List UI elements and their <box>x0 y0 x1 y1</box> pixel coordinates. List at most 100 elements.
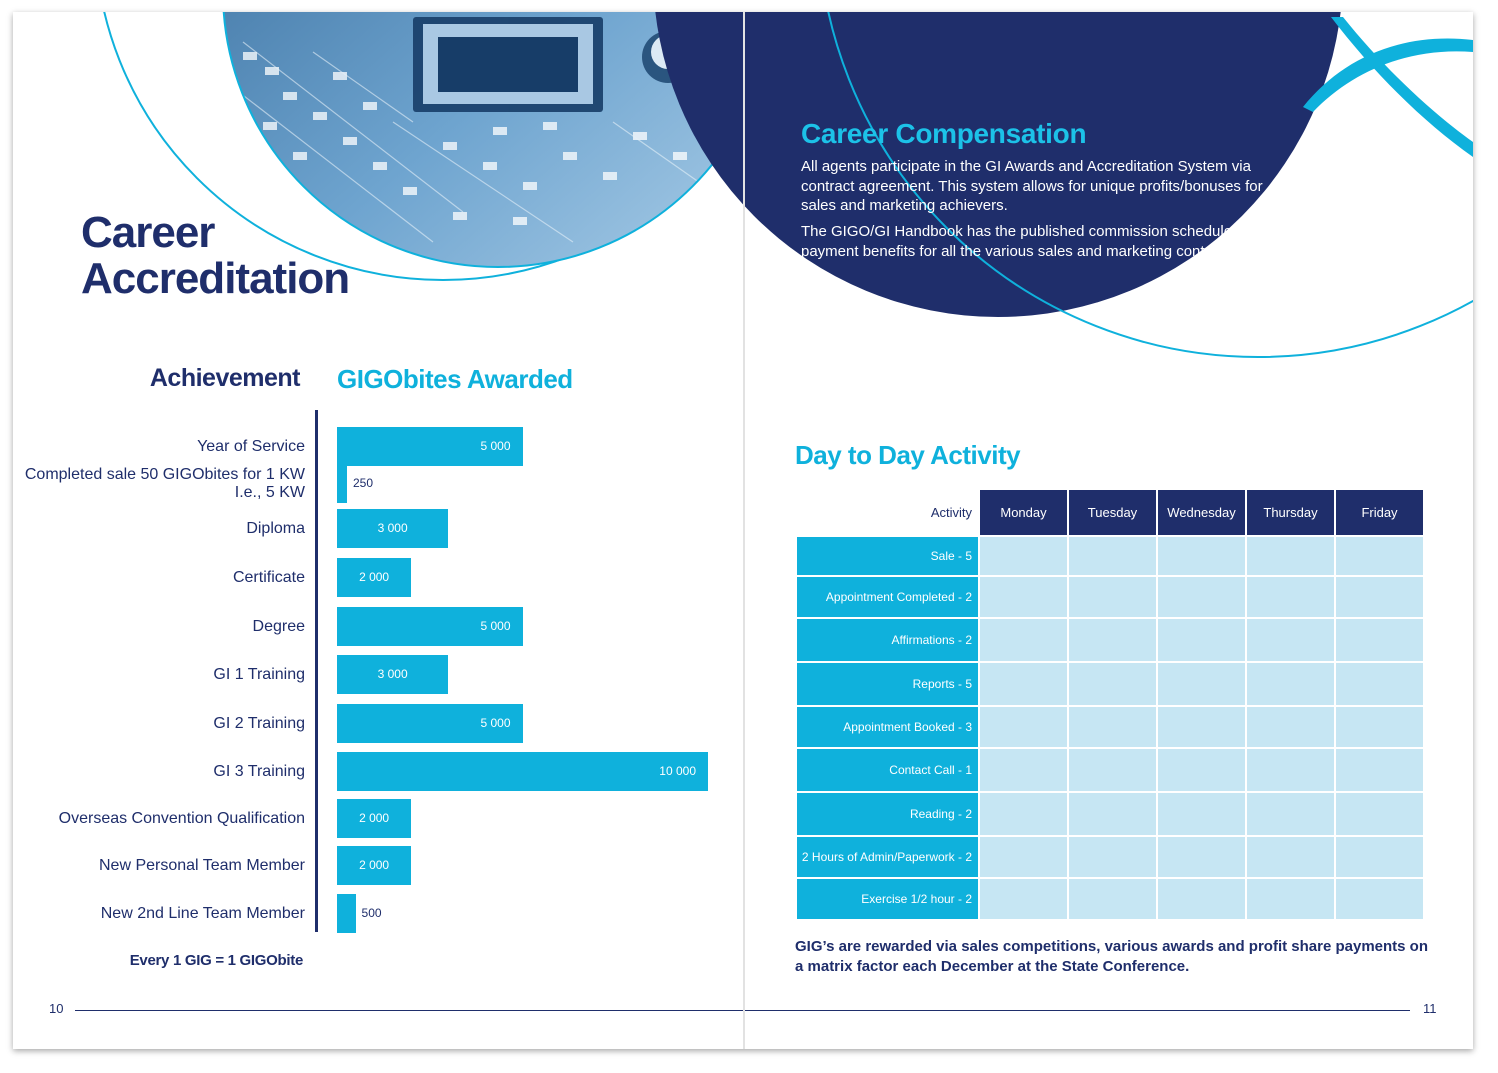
activity-column-header: Activity <box>795 488 980 537</box>
activity-entry-cell[interactable] <box>1334 791 1425 837</box>
activity-entry-cell[interactable] <box>978 617 1069 663</box>
compensation-title: Career Compensation <box>801 118 1087 149</box>
achievement-label-line: New 2nd Line Team Member <box>100 904 305 922</box>
chart-bar <box>337 427 523 466</box>
decorative-background <box>103 12 1473 358</box>
day-header-monday: Monday <box>978 488 1069 537</box>
activity-entry-cell[interactable] <box>1334 617 1425 663</box>
activity-row-label: Appointment Booked - 3 <box>795 705 980 749</box>
awarded-heading: GIGObites Awarded <box>337 364 573 394</box>
activity-entry-cell[interactable] <box>978 877 1069 921</box>
activity-row-label: Affirmations - 2 <box>795 617 980 663</box>
achievement-label-line: Diploma <box>246 519 305 537</box>
activity-entry-cell[interactable] <box>1156 575 1247 619</box>
activity-row: Appointment Booked - 3 <box>795 705 1425 749</box>
activity-entry-cell[interactable] <box>1067 575 1158 619</box>
activity-entry-cell[interactable] <box>978 791 1069 837</box>
left-arc-line <box>103 12 783 281</box>
activity-entry-cell[interactable] <box>1334 705 1425 749</box>
chart-bar <box>337 464 347 503</box>
activity-entry-cell[interactable] <box>978 575 1069 619</box>
activity-row-label: Sale - 5 <box>795 535 980 577</box>
activity-entry-cell[interactable] <box>1245 661 1336 707</box>
gig-conversion-note: Every 1 GIG = 1 GIGObite <box>129 952 304 969</box>
chart-bar <box>337 752 708 791</box>
day-header-friday: Friday <box>1334 488 1425 537</box>
bar-value-label: 5 000 <box>480 716 511 730</box>
achievement-heading: Achievement <box>149 364 301 392</box>
page-number-left: 10 <box>49 1001 64 1016</box>
brochure-spread: Career Accreditation Achievement GIGObit… <box>13 12 1473 1049</box>
swoosh-logo-icon <box>1303 17 1473 157</box>
activity-entry-cell[interactable] <box>1245 617 1336 663</box>
achievement-label: GI 1 Training <box>213 666 305 684</box>
activity-entry-cell[interactable] <box>1156 617 1247 663</box>
activity-entry-cell[interactable] <box>1156 661 1247 707</box>
chart-bar <box>337 799 412 838</box>
activity-entry-cell[interactable] <box>1245 575 1336 619</box>
activity-entry-cell[interactable] <box>1067 661 1158 707</box>
right-arc-line <box>827 12 1473 358</box>
footer-rule-right <box>745 1010 1410 1011</box>
bar-value-label: 10 000 <box>659 764 696 778</box>
bar-value-label: 250 <box>353 476 374 490</box>
activity-entry-cell[interactable] <box>1334 535 1425 577</box>
activity-row-label: Exercise 1/2 hour - 2 <box>795 877 980 921</box>
page-title: Career Accreditation <box>81 208 350 303</box>
achievement-label-line: Completed sale 50 GIGObites for 1 KW <box>24 465 305 483</box>
title-line-1: Career <box>81 208 215 257</box>
activity-row-label: Reading - 2 <box>795 791 980 837</box>
activity-entry-cell[interactable] <box>1334 661 1425 707</box>
achievement-label: GI 3 Training <box>213 763 305 781</box>
activity-entry-cell[interactable] <box>978 661 1069 707</box>
activity-entry-cell[interactable] <box>1156 535 1247 577</box>
activity-table-body: Sale - 5 Appointment Completed - 2 Affirma… <box>795 535 1425 921</box>
activity-entry-cell[interactable] <box>978 835 1069 879</box>
activity-entry-cell[interactable] <box>1334 575 1425 619</box>
activity-entry-cell[interactable] <box>1156 791 1247 837</box>
activity-entry-cell[interactable] <box>1334 835 1425 879</box>
bar-value-label: 3 000 <box>377 667 408 681</box>
achievement-label: New Personal Team Member <box>99 857 305 875</box>
activity-entry-cell[interactable] <box>1245 705 1336 749</box>
activity-entry-cell[interactable] <box>1334 877 1425 921</box>
achievement-label: Year of Service <box>197 438 305 456</box>
activity-entry-cell[interactable] <box>1156 705 1247 749</box>
activity-entry-cell[interactable] <box>1245 747 1336 793</box>
activity-entry-cell[interactable] <box>1067 705 1158 749</box>
activity-entry-cell[interactable] <box>978 535 1069 577</box>
activity-entry-cell[interactable] <box>978 747 1069 793</box>
activity-entry-cell[interactable] <box>1067 747 1158 793</box>
activity-entry-cell[interactable] <box>1067 791 1158 837</box>
activity-entry-cell[interactable] <box>1156 747 1247 793</box>
bar-value-label: 3 000 <box>377 521 408 535</box>
activity-entry-cell[interactable] <box>1245 877 1336 921</box>
achievement-label: Diploma <box>246 520 305 538</box>
activity-entry-cell[interactable] <box>1156 835 1247 879</box>
activity-entry-cell[interactable] <box>1245 835 1336 879</box>
activity-row: Sale - 5 <box>795 535 1425 577</box>
activity-entry-cell[interactable] <box>1067 617 1158 663</box>
activity-row: Contact Call - 1 <box>795 747 1425 793</box>
chip-circle-border <box>222 12 774 268</box>
activity-entry-cell[interactable] <box>1067 835 1158 879</box>
bar-value-label: 2 000 <box>359 570 390 584</box>
activity-entry-cell[interactable] <box>978 705 1069 749</box>
activity-entry-cell[interactable] <box>1245 791 1336 837</box>
activity-entry-cell[interactable] <box>1156 877 1247 921</box>
chart-bar <box>337 704 523 743</box>
activity-entry-cell[interactable] <box>1067 877 1158 921</box>
activity-entry-cell[interactable] <box>1067 535 1158 577</box>
bar-value-label: 500 <box>361 906 382 920</box>
activity-entry-cell[interactable] <box>1334 747 1425 793</box>
achievement-label-line: Overseas Convention Qualification <box>58 809 305 827</box>
activity-entry-cell[interactable] <box>1245 535 1336 577</box>
day-header-thursday: Thursday <box>1245 488 1336 537</box>
title-line-2: Accreditation <box>81 254 350 303</box>
page-number-right: 11 <box>1423 1001 1437 1016</box>
bar-value-label: 5 000 <box>480 439 511 453</box>
achievement-label: Degree <box>253 618 305 636</box>
activity-table: Activity Monday Tuesday Wednesday Thursd… <box>795 488 1425 921</box>
bar-value-label: 2 000 <box>359 811 390 825</box>
achievement-label: Completed sale 50 GIGObites for 1 KW I.e.… <box>25 466 305 502</box>
